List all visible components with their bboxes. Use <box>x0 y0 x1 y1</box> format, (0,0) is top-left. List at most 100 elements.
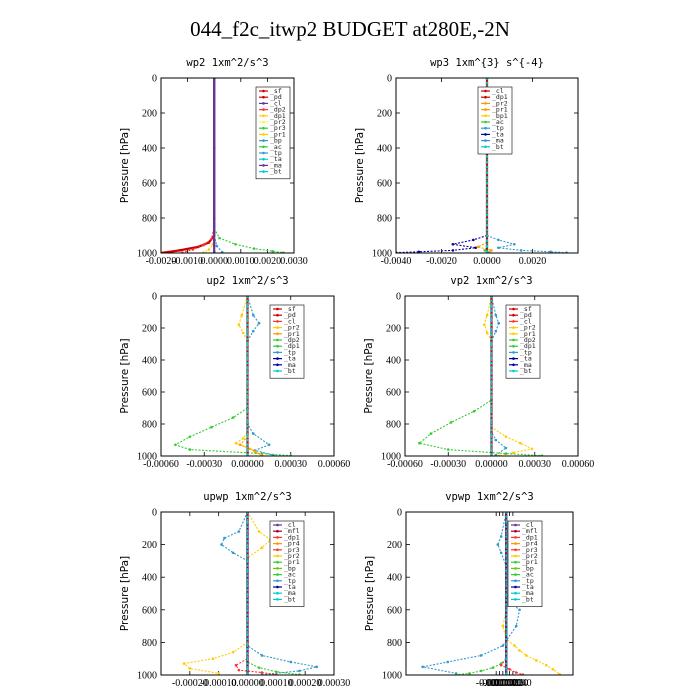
x-tick-label: 0.00000 <box>475 459 508 470</box>
x-tick-label: 0.00060 <box>562 459 595 470</box>
data-point <box>223 536 226 540</box>
profile-marker <box>246 342 249 346</box>
y-tick-label: 200 <box>386 324 401 335</box>
profile-marker <box>490 362 493 365</box>
legend-marker <box>262 164 265 167</box>
profile-marker <box>213 192 216 195</box>
legend-entry: _pd <box>520 311 532 319</box>
legend-entry: _ac <box>284 571 296 579</box>
profile-marker <box>490 323 493 326</box>
profile-marker <box>213 113 216 116</box>
legend-marker <box>262 133 265 136</box>
data-point <box>237 323 241 327</box>
data-point <box>504 435 508 439</box>
profile-marker <box>246 657 249 660</box>
y-tick-label: 1000 <box>372 249 392 260</box>
profile-marker <box>490 443 493 446</box>
profile-marker <box>246 410 249 413</box>
plot-frame <box>160 295 335 457</box>
data-point <box>497 246 500 250</box>
data-point <box>174 443 177 447</box>
profile-marker <box>213 213 216 216</box>
profile-marker <box>213 160 216 164</box>
profile-marker <box>490 386 493 389</box>
data-point <box>446 660 450 664</box>
profile-marker <box>246 309 249 312</box>
legend-entry: _bt <box>492 143 504 151</box>
legend-marker <box>262 108 265 111</box>
panel-title: vp2 1xm^2/s^3 <box>450 275 532 287</box>
profile-marker <box>490 429 493 432</box>
legend-entry: _pr1 <box>492 106 508 114</box>
legend-entry: _ta <box>492 130 504 138</box>
series-group <box>421 512 561 675</box>
profile-marker <box>485 202 489 206</box>
profile-marker <box>213 229 216 232</box>
data-point <box>238 443 242 447</box>
figure-title: 044_f2c_itwp2 BUDGET at280E,-2N <box>190 17 510 41</box>
profile-marker <box>213 218 216 221</box>
data-point <box>231 416 235 419</box>
profile-marker <box>485 187 489 190</box>
profile-marker <box>505 589 508 592</box>
legend-marker <box>276 363 279 367</box>
data-point <box>237 530 241 533</box>
legend-marker <box>512 351 515 354</box>
legend-marker <box>276 598 279 601</box>
y-tick-label: 0 <box>152 292 157 303</box>
y-tick-label: 1000 <box>137 671 157 682</box>
legend-marker <box>514 548 517 552</box>
data-point <box>251 313 255 317</box>
profile-marker <box>246 390 249 394</box>
data-point <box>451 242 455 246</box>
data-point <box>257 530 261 533</box>
legend-box <box>269 520 305 607</box>
y-tick-label: 0 <box>396 292 401 303</box>
profile-marker <box>246 550 249 553</box>
profile-marker <box>246 333 249 336</box>
legend-marker <box>262 89 265 93</box>
legend-marker <box>262 170 265 173</box>
data-point <box>530 447 534 451</box>
y-tick-label: 200 <box>142 324 157 335</box>
profile-marker <box>246 520 249 523</box>
profile-marker <box>213 244 216 248</box>
profile-marker <box>246 598 249 602</box>
x-tick-label: -0.00030 <box>186 459 222 470</box>
legend-marker <box>484 133 487 136</box>
legend-marker <box>276 591 279 595</box>
profile-marker <box>246 304 249 307</box>
profile-marker <box>213 171 216 174</box>
profile-marker <box>246 376 249 379</box>
legend-marker <box>512 357 515 360</box>
plot-frame <box>160 77 295 254</box>
legend-marker <box>484 95 487 99</box>
y-axis-label: Pressure [hPa] <box>119 556 131 631</box>
profile-marker <box>490 448 493 451</box>
profile-marker <box>246 323 249 326</box>
data-point <box>234 663 238 667</box>
data-point <box>421 665 425 669</box>
legend-entry: _pd <box>270 93 282 101</box>
data-point <box>534 659 538 662</box>
legend-entry: _pd <box>284 311 296 319</box>
legend-entry: _ma <box>522 589 534 597</box>
legend-marker <box>262 151 265 155</box>
profile-marker <box>505 618 508 621</box>
y-tick-label: 1000 <box>381 452 401 463</box>
profile-marker <box>505 642 508 646</box>
data-point <box>501 624 505 628</box>
data-point <box>251 329 255 333</box>
data-point <box>497 238 500 242</box>
profile-marker <box>485 160 489 164</box>
y-tick-label: 400 <box>387 573 402 584</box>
panel-title: up2 1xm^2/s^3 <box>206 275 288 287</box>
panel-5: upwp 1xm^2/s^3 Pressure [hPa] 0 200 400 600 80… <box>119 491 350 689</box>
profile-marker <box>490 438 493 442</box>
data-point <box>202 243 205 247</box>
profile-marker <box>246 414 249 418</box>
legend-marker <box>276 529 279 533</box>
profile-marker <box>246 405 249 408</box>
legend-marker <box>512 344 515 348</box>
profile-marker <box>246 662 249 665</box>
